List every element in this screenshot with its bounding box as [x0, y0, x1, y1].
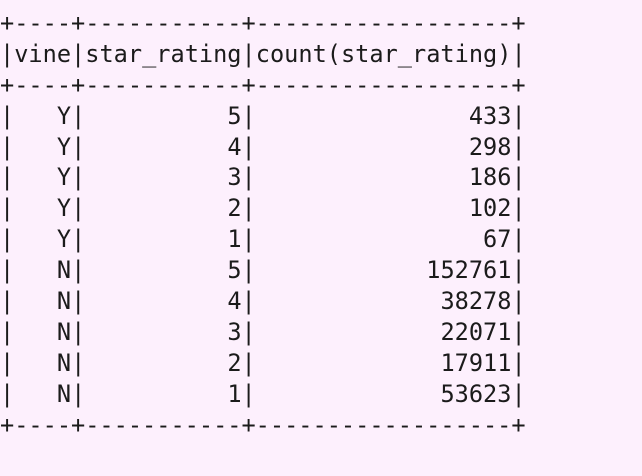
column-header: vine — [14, 39, 72, 68]
table-cell: 53623 — [440, 379, 512, 408]
table-row: | Y| 1| 67| — [0, 225, 526, 254]
table-row: | Y| 2| 102| — [0, 194, 526, 223]
table-cell: 2 — [227, 194, 242, 223]
table-cell: Y — [56, 163, 72, 192]
table-cell: 186 — [468, 163, 512, 192]
table-cell: Y — [56, 194, 72, 223]
table-border-header: +----+-----------+------------------+ — [0, 70, 526, 99]
table-row: | Y| 5| 433| — [0, 101, 526, 130]
table-cell: N — [56, 348, 72, 377]
table-cell: N — [56, 256, 72, 285]
table-cell: 5 — [227, 256, 242, 285]
table-cell: Y — [56, 132, 72, 161]
table-cell: 17911 — [440, 348, 512, 377]
table-cell: N — [56, 317, 72, 346]
table-cell: 5 — [227, 101, 242, 130]
table-row: | N| 4| 38278| — [0, 287, 526, 316]
table-row: | N| 2| 17911| — [0, 348, 526, 377]
table-row: | Y| 3| 186| — [0, 163, 526, 192]
query-result-output: +----+-----------+------------------+ |vi… — [0, 9, 526, 439]
table-border-top: +----+-----------+------------------+ — [0, 9, 526, 37]
table-row: | N| 5| 152761| — [0, 256, 526, 285]
table-header-row: |vine|star_rating|count(star_rating)| — [0, 39, 526, 68]
column-header: star_rating — [85, 39, 242, 68]
table-cell: Y — [56, 101, 72, 130]
table-row: | Y| 4| 298| — [0, 132, 526, 161]
table-cell: 4 — [227, 132, 242, 161]
table-cell: 1 — [227, 225, 242, 254]
table-cell: Y — [56, 225, 72, 254]
table-cell: 433 — [468, 101, 512, 130]
table-cell: 102 — [468, 194, 512, 223]
table-row: | N| 3| 22071| — [0, 317, 526, 346]
table-cell: 3 — [227, 317, 242, 346]
column-header: count(star_rating) — [255, 39, 512, 68]
table-cell: 2 — [227, 348, 242, 377]
table-cell: 1 — [227, 379, 242, 408]
table-cell: 298 — [468, 132, 512, 161]
table-row: | N| 1| 53623| — [0, 379, 526, 408]
table-cell: 38278 — [440, 287, 512, 316]
table-cell: 152761 — [426, 256, 512, 285]
table-cell: 3 — [227, 163, 242, 192]
table-cell: N — [56, 287, 72, 316]
table-cell: 22071 — [440, 317, 512, 346]
table-border-bottom: +----+-----------+------------------+ — [0, 410, 526, 439]
table-cell: 4 — [227, 287, 242, 316]
table-cell: 67 — [483, 225, 512, 254]
table-cell: N — [56, 379, 72, 408]
